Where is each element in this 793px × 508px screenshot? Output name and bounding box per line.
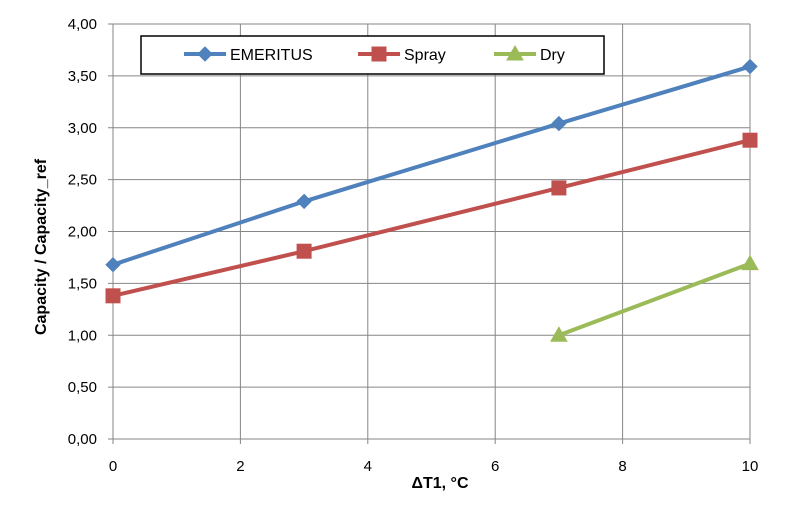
y-tick-labels: 0,00 0,50 1,00 1,50 2,00 2,50 3,00 3,50 4,00 xyxy=(68,16,97,448)
legend-label-spray: Spray xyxy=(404,47,446,64)
data-point-spray xyxy=(105,288,121,304)
data-point-dry xyxy=(741,254,759,271)
legend-label-dry: Dry xyxy=(540,47,565,64)
y-tick-label: 0,00 xyxy=(68,431,97,448)
x-tick-label: 10 xyxy=(742,458,759,475)
y-axis-title: Capacity / Capacity_ref xyxy=(33,158,50,335)
x-tick-labels: 0 2 4 6 8 10 xyxy=(109,458,759,475)
y-tick-label: 4,00 xyxy=(68,16,97,33)
y-tick-label: 1,00 xyxy=(68,327,97,344)
series-emeritus xyxy=(105,58,758,273)
legend-item-dry: Dry xyxy=(494,44,565,64)
chart-series xyxy=(105,58,759,342)
y-tick-label: 2,50 xyxy=(68,172,97,189)
legend-marker-emeritus xyxy=(197,46,213,62)
series-line-emeritus xyxy=(112,64,751,267)
data-point-spray xyxy=(551,180,567,196)
y-tick-label: 0,50 xyxy=(68,379,97,396)
chart-axes xyxy=(108,23,751,444)
x-tick-label: 2 xyxy=(236,458,244,475)
legend-item-spray: Spray xyxy=(358,46,446,64)
legend-marker-spray xyxy=(371,46,387,62)
x-tick-label: 6 xyxy=(491,458,499,475)
data-point-spray xyxy=(296,243,312,259)
data-point-emeritus xyxy=(296,193,312,210)
y-tick-label: 3,50 xyxy=(68,68,97,85)
data-point-emeritus xyxy=(551,115,567,132)
chart-grid xyxy=(112,23,751,440)
legend-label-emeritus: EMERITUS xyxy=(230,47,313,64)
y-tick-label: 3,00 xyxy=(68,120,97,137)
y-tick-label: 2,00 xyxy=(68,224,97,241)
x-tick-label: 4 xyxy=(364,458,372,475)
data-point-emeritus xyxy=(105,256,121,273)
y-tick-label: 1,50 xyxy=(68,275,97,292)
data-point-spray xyxy=(742,132,758,148)
series-dry xyxy=(550,254,759,342)
x-tick-label: 8 xyxy=(618,458,626,475)
data-point-dry xyxy=(550,326,568,342)
legend-marker-dry xyxy=(506,44,524,61)
series-spray xyxy=(105,132,758,304)
series-line-spray xyxy=(112,138,751,298)
series-line-dry xyxy=(558,261,751,338)
chart-legend: EMERITUS Spray Dry xyxy=(140,35,605,75)
x-tick-label: 0 xyxy=(109,458,117,475)
data-point-emeritus xyxy=(742,58,758,75)
x-axis-title: ΔT1, °C xyxy=(411,475,468,492)
legend-item-emeritus: EMERITUS xyxy=(184,46,313,64)
